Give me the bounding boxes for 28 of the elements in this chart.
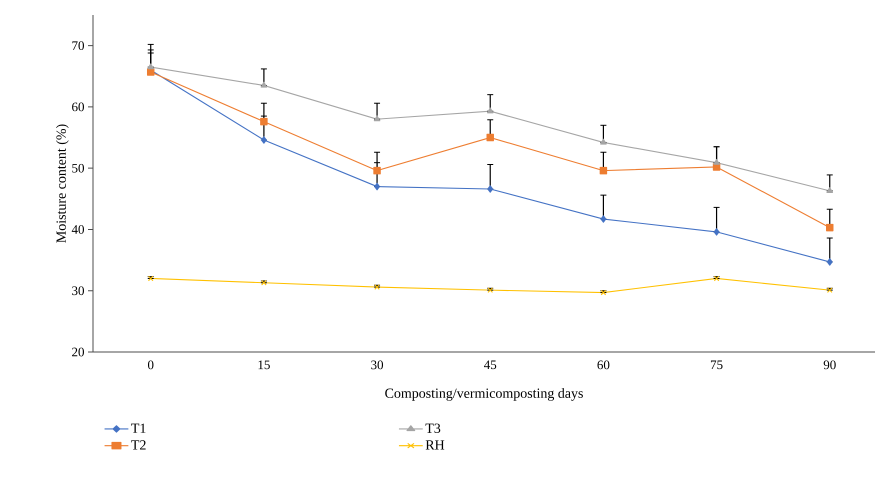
y-tick-label: 70 (72, 41, 84, 50)
point (826, 287, 833, 293)
point (826, 224, 834, 232)
x-tick-label: 90 (824, 360, 836, 370)
y-tick-label: 50 (72, 164, 84, 173)
legend-label: RH (426, 440, 444, 450)
x-tick-label: 60 (597, 360, 610, 370)
x-tick-label: 30 (371, 360, 384, 370)
x-tick-label: 45 (484, 360, 496, 370)
x-tick-label: 0 (148, 360, 154, 370)
legend-label: T1 (131, 424, 146, 433)
y-tick-label: 30 (72, 286, 84, 296)
legend-label: T3 (426, 424, 440, 433)
y-axis-title: Moisture content (%) (56, 124, 69, 243)
point (600, 166, 608, 174)
x-axis-title: Composting/vermicomposting days (385, 388, 583, 401)
point (148, 276, 154, 282)
point (261, 280, 267, 286)
y-tick-label: 40 (72, 225, 84, 234)
point (486, 134, 494, 142)
point (600, 290, 606, 296)
legend-label: T2 (131, 440, 146, 450)
y-tick-label: 20 (72, 348, 84, 356)
point (373, 166, 381, 174)
point (487, 287, 494, 293)
y-tick-label: 60 (72, 102, 84, 112)
x-tick-label: 15 (258, 360, 270, 370)
x-tick-label: 75 (710, 360, 723, 370)
